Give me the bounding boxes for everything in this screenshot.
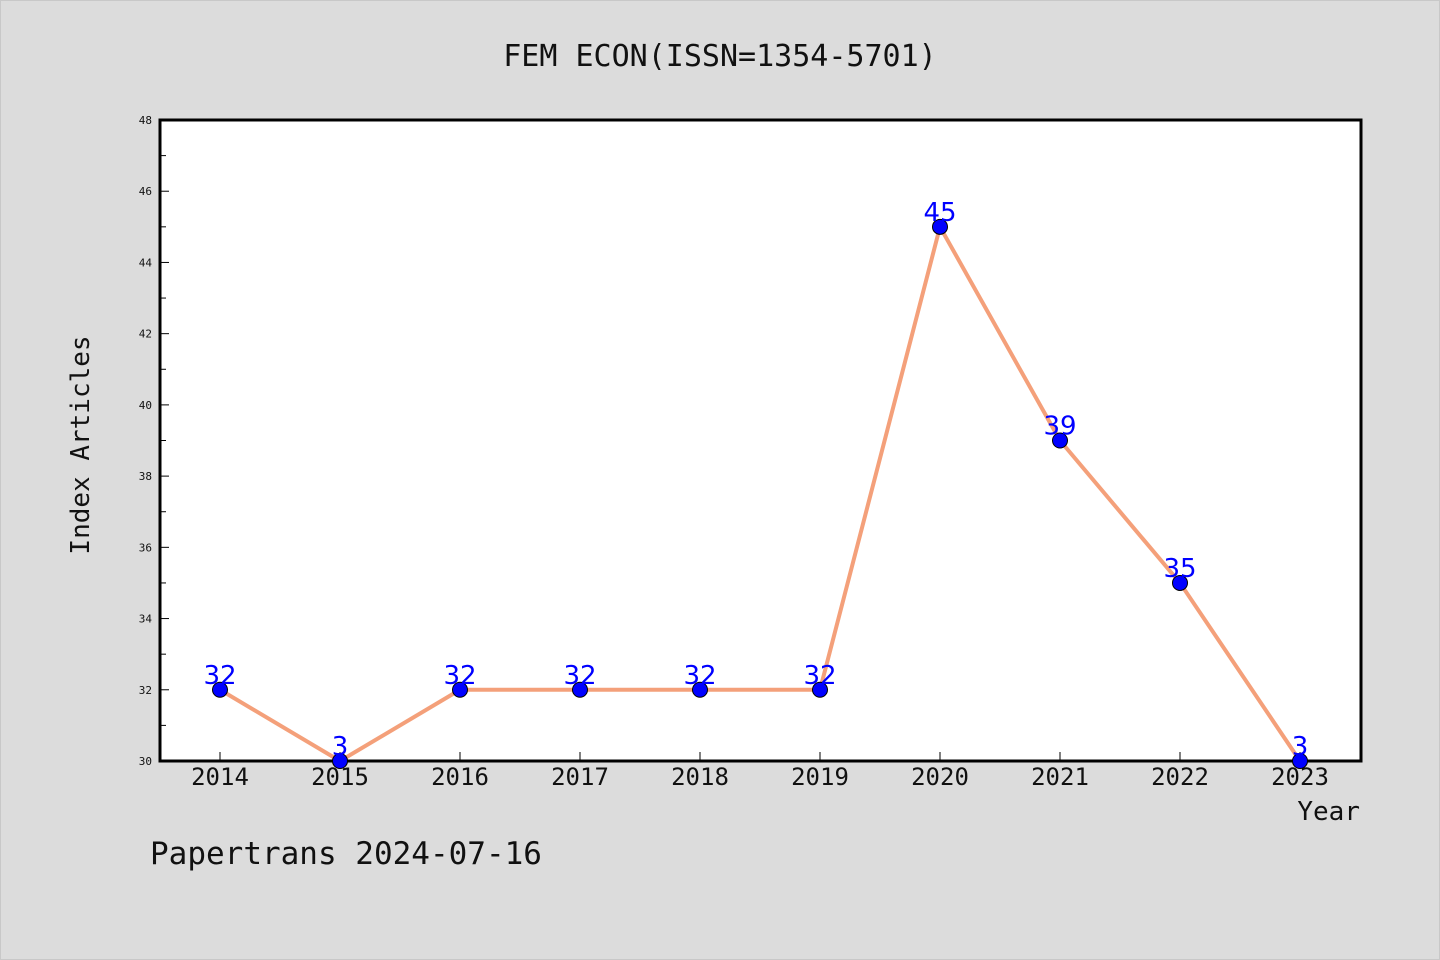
y-tick-label: 44 (139, 256, 153, 269)
data-point (932, 218, 948, 235)
y-tick-label: 38 (139, 470, 152, 483)
x-tick-label: 2016 (431, 763, 489, 791)
watermark-text: Papertrans 2024-07-16 (150, 836, 542, 872)
data-point (1292, 753, 1308, 769)
x-tick-label: 2020 (911, 763, 969, 791)
data-label: 32 (203, 661, 236, 691)
data-label: 39 (1043, 412, 1076, 442)
data-label: 32 (563, 661, 596, 691)
y-axis-label: Index Articles (66, 335, 96, 554)
x-axis-label: Year (1297, 797, 1360, 827)
data-point (692, 681, 708, 698)
x-tick-label: 2022 (1151, 763, 1209, 791)
y-tick-label: 36 (139, 541, 152, 554)
y-tick-label: 46 (139, 185, 152, 198)
data-points (212, 218, 1308, 769)
x-tick-label: 2014 (191, 763, 249, 791)
y-tick-label: 32 (139, 684, 152, 697)
data-point (332, 753, 348, 769)
data-label: 35 (1163, 554, 1196, 584)
x-tick-label: 2017 (551, 763, 609, 791)
data-point (1172, 574, 1188, 591)
x-tick-label: 2018 (671, 763, 729, 791)
data-label: 45 (923, 198, 956, 228)
data-point (1052, 432, 1068, 449)
x-tick-label: 2019 (791, 763, 849, 791)
series-polyline (218, 224, 1302, 763)
data-labels: 32 3 32 32 32 32 45 39 35 3 (203, 198, 1308, 762)
y-tick-label: 42 (139, 328, 152, 341)
chart-title: FEM ECON(ISSN=1354-5701) (503, 39, 936, 74)
y-tick-label: 40 (139, 399, 152, 412)
x-tick-label: 2021 (1031, 763, 1089, 791)
series-line (218, 224, 1302, 763)
data-label: 3 (1292, 732, 1309, 762)
data-label: 32 (803, 661, 836, 691)
y-axis: 30 32 34 36 38 40 42 44 46 48 (139, 114, 169, 768)
data-point (812, 681, 828, 698)
data-point (452, 681, 468, 698)
y-tick-label: 30 (139, 755, 152, 768)
data-point (572, 681, 588, 698)
plot-area (158, 118, 1363, 763)
data-label: 32 (683, 661, 716, 691)
x-axis: 2014 2015 2016 2017 2018 2019 2020 2021 2022 2023 (191, 752, 1329, 791)
y-tick-label: 48 (139, 114, 152, 127)
data-label: 32 (443, 661, 476, 691)
data-point (212, 681, 228, 698)
y-tick-label: 34 (139, 613, 153, 626)
data-label: 3 (332, 732, 349, 762)
